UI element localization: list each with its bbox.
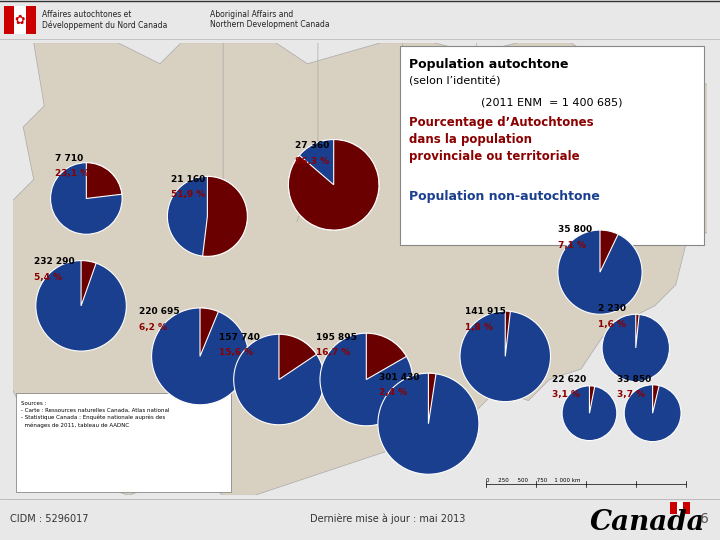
Wedge shape <box>86 163 122 199</box>
Text: Pourcentage d’Autochtones
dans la population
provinciale ou territoriale: Pourcentage d’Autochtones dans la popula… <box>410 117 594 164</box>
Wedge shape <box>200 308 218 356</box>
Text: Canada: Canada <box>590 509 706 536</box>
Text: 220 695: 220 695 <box>139 307 179 316</box>
Text: (2011 ENM  = 1 400 685): (2011 ENM = 1 400 685) <box>481 97 622 107</box>
Text: 16,7 %: 16,7 % <box>316 348 350 357</box>
Wedge shape <box>558 230 642 314</box>
Text: 3,7 %: 3,7 % <box>617 390 645 400</box>
Text: 86,3 %: 86,3 % <box>294 157 329 166</box>
Wedge shape <box>289 139 379 230</box>
Wedge shape <box>602 314 670 382</box>
Wedge shape <box>167 177 248 256</box>
Text: 35 800: 35 800 <box>558 225 592 234</box>
Text: Sources :
- Carte : Ressources naturelles Canada, Atlas national
- Statistique C: Sources : - Carte : Ressources naturelle… <box>21 401 170 428</box>
Text: 7 710: 7 710 <box>55 153 83 163</box>
Text: 301 430: 301 430 <box>379 373 420 382</box>
Text: 0     250     500     750    1 000 km: 0 250 500 750 1 000 km <box>486 478 581 483</box>
Text: Affaires autochtones et
Développement du Nord Canada: Affaires autochtones et Développement du… <box>42 10 167 30</box>
Wedge shape <box>652 385 659 413</box>
Wedge shape <box>636 314 639 348</box>
Text: 22 620: 22 620 <box>552 375 586 383</box>
Text: 15,6 %: 15,6 % <box>219 348 253 357</box>
Wedge shape <box>234 334 324 425</box>
Text: ✿: ✿ <box>14 14 25 26</box>
Wedge shape <box>562 386 617 441</box>
Text: 27 360: 27 360 <box>294 141 329 150</box>
Wedge shape <box>289 139 379 230</box>
Text: 2,4 %: 2,4 % <box>379 388 407 397</box>
Text: 6: 6 <box>700 512 709 526</box>
Wedge shape <box>320 333 413 426</box>
Text: 141 915: 141 915 <box>465 307 506 316</box>
Text: 33 850: 33 850 <box>617 375 651 383</box>
Text: Population non-autochtone: Population non-autochtone <box>410 190 600 203</box>
Wedge shape <box>505 311 510 356</box>
Text: 5,4 %: 5,4 % <box>34 273 62 281</box>
FancyBboxPatch shape <box>16 393 230 492</box>
Wedge shape <box>152 308 248 405</box>
Wedge shape <box>366 333 407 380</box>
Text: 51,9 %: 51,9 % <box>171 191 205 199</box>
Wedge shape <box>428 373 436 424</box>
Text: 1,6 %: 1,6 % <box>598 320 626 329</box>
Wedge shape <box>378 373 479 474</box>
Wedge shape <box>50 163 122 234</box>
Bar <box>14 6 26 34</box>
Text: Aboriginal Affairs and
Northern Development Canada: Aboriginal Affairs and Northern Developm… <box>210 10 330 29</box>
Bar <box>26 6 36 34</box>
Bar <box>677 502 683 514</box>
Wedge shape <box>600 230 618 272</box>
FancyBboxPatch shape <box>400 46 704 245</box>
Wedge shape <box>279 334 317 380</box>
Text: (selon l’identité): (selon l’identité) <box>410 76 501 86</box>
Bar <box>4 6 14 34</box>
Wedge shape <box>36 261 126 351</box>
Text: 23,1 %: 23,1 % <box>55 170 89 178</box>
Bar <box>683 502 690 514</box>
Wedge shape <box>460 311 551 402</box>
Text: CIDM : 5296017: CIDM : 5296017 <box>10 514 89 524</box>
Text: 232 290: 232 290 <box>34 256 74 266</box>
Text: 1,8 %: 1,8 % <box>465 323 493 332</box>
Text: 6,2 %: 6,2 % <box>139 323 167 332</box>
Text: 21 160: 21 160 <box>171 174 204 184</box>
Wedge shape <box>590 386 595 413</box>
Bar <box>670 502 677 514</box>
Text: 2 230: 2 230 <box>598 304 626 313</box>
Wedge shape <box>81 261 96 306</box>
Wedge shape <box>624 385 681 442</box>
Text: 157 740: 157 740 <box>219 333 260 341</box>
Polygon shape <box>13 43 707 495</box>
Text: 3,1 %: 3,1 % <box>552 390 580 400</box>
Text: Dernière mise à jour : mai 2013: Dernière mise à jour : mai 2013 <box>310 514 465 524</box>
Text: 7,1 %: 7,1 % <box>558 241 586 250</box>
Text: Population autochtone: Population autochtone <box>410 58 569 71</box>
Wedge shape <box>202 177 248 256</box>
Text: 195 895: 195 895 <box>316 333 356 341</box>
